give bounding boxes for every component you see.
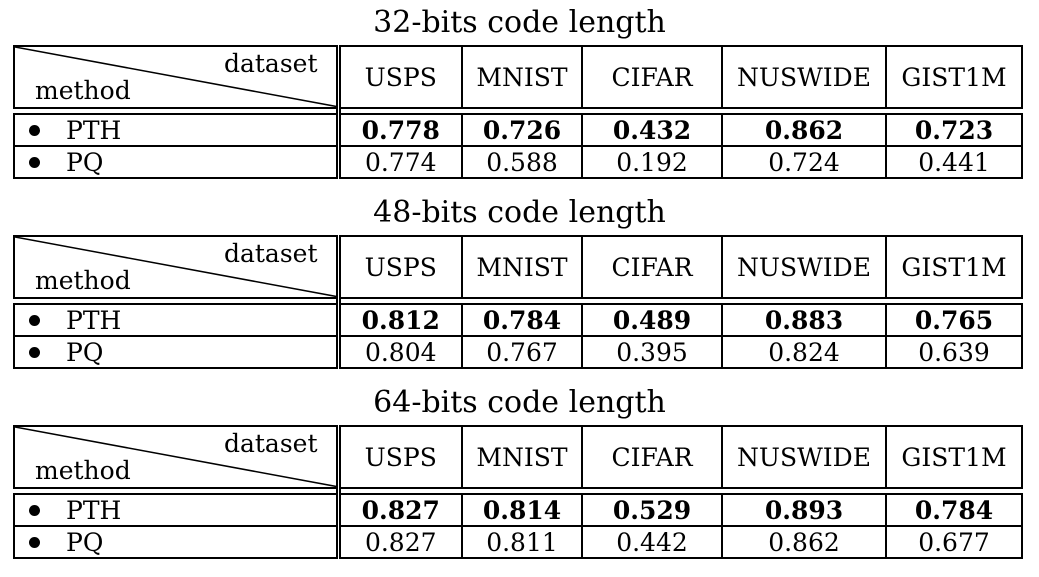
value-cell: 0.432 [581, 113, 723, 147]
header-row: dataset method USPS MNIST CIFAR NUSWIDE … [13, 235, 1023, 299]
dataset-label: dataset [223, 239, 318, 268]
dataset-label: dataset [223, 49, 318, 78]
value-cell: 0.784 [885, 493, 1023, 527]
bullet-icon [29, 314, 40, 326]
value-cell: 0.529 [581, 493, 723, 527]
column-header: NUSWIDE [721, 425, 887, 489]
method-label: method [35, 266, 131, 295]
value-cell: 0.812 [337, 303, 463, 337]
table-row: PTH 0.778 0.726 0.432 0.862 0.723 [13, 113, 1023, 147]
value-cell: 0.784 [461, 303, 583, 337]
corner-cell: dataset method [13, 235, 341, 299]
value-cell: 0.778 [337, 113, 463, 147]
value-cell: 0.774 [337, 145, 463, 179]
column-header: GIST1M [885, 425, 1023, 489]
section-title-32: 32-bits code length [373, 5, 666, 40]
value-cell: 0.726 [461, 113, 583, 147]
value-cell: 0.824 [721, 335, 887, 369]
method-cell: PQ [13, 525, 341, 559]
value-cell: 0.814 [461, 493, 583, 527]
method-cell: PQ [13, 335, 341, 369]
value-cell: 0.639 [885, 335, 1023, 369]
method-cell: PTH [13, 113, 341, 147]
table-row: PTH 0.827 0.814 0.529 0.893 0.784 [13, 493, 1023, 527]
value-cell: 0.724 [721, 145, 887, 179]
method-cell: PTH [13, 493, 341, 527]
column-header: USPS [337, 235, 463, 299]
value-cell: 0.723 [885, 113, 1023, 147]
value-cell: 0.441 [885, 145, 1023, 179]
value-cell: 0.192 [581, 145, 723, 179]
value-cell: 0.442 [581, 525, 723, 559]
column-header: CIFAR [581, 425, 723, 489]
method-cell: PTH [13, 303, 341, 337]
method-cell: PQ [13, 145, 341, 179]
results-table-48: dataset method USPS MNIST CIFAR NUSWIDE … [13, 235, 1023, 369]
bullet-icon [29, 346, 40, 358]
value-cell: 0.827 [337, 525, 463, 559]
header-row: dataset method USPS MNIST CIFAR NUSWIDE … [13, 45, 1023, 109]
value-cell: 0.804 [337, 335, 463, 369]
column-header: GIST1M [885, 235, 1023, 299]
section-title-64: 64-bits code length [373, 385, 666, 420]
dataset-label: dataset [223, 429, 318, 458]
table-row: PQ 0.774 0.588 0.192 0.724 0.441 [13, 145, 1023, 179]
value-cell: 0.893 [721, 493, 887, 527]
bullet-icon [29, 504, 40, 516]
diagonal-line [15, 237, 336, 297]
column-header: CIFAR [581, 235, 723, 299]
column-header: CIFAR [581, 45, 723, 109]
bullet-icon [29, 124, 40, 136]
section-title-48: 48-bits code length [373, 195, 666, 230]
value-cell: 0.862 [721, 113, 887, 147]
value-cell: 0.677 [885, 525, 1023, 559]
value-cell: 0.827 [337, 493, 463, 527]
method-label: method [35, 76, 131, 105]
column-header: GIST1M [885, 45, 1023, 109]
table-row: PQ 0.804 0.767 0.395 0.824 0.639 [13, 335, 1023, 369]
column-header: MNIST [461, 425, 583, 489]
results-table-32: dataset method USPS MNIST CIFAR NUSWIDE … [13, 45, 1023, 179]
value-cell: 0.395 [581, 335, 723, 369]
bullet-icon [29, 156, 40, 168]
value-cell: 0.489 [581, 303, 723, 337]
value-cell: 0.883 [721, 303, 887, 337]
column-header: USPS [337, 45, 463, 109]
diagonal-line [15, 47, 336, 107]
table-row: PTH 0.812 0.784 0.489 0.883 0.765 [13, 303, 1023, 337]
results-table-64: dataset method USPS MNIST CIFAR NUSWIDE … [13, 425, 1023, 559]
value-cell: 0.862 [721, 525, 887, 559]
column-header: MNIST [461, 45, 583, 109]
column-header: MNIST [461, 235, 583, 299]
corner-cell: dataset method [13, 425, 341, 489]
column-header: NUSWIDE [721, 45, 887, 109]
method-label: method [35, 456, 131, 485]
value-cell: 0.765 [885, 303, 1023, 337]
diagonal-line [15, 427, 336, 487]
header-row: dataset method USPS MNIST CIFAR NUSWIDE … [13, 425, 1023, 489]
value-cell: 0.811 [461, 525, 583, 559]
table-row: PQ 0.827 0.811 0.442 0.862 0.677 [13, 525, 1023, 559]
value-cell: 0.588 [461, 145, 583, 179]
value-cell: 0.767 [461, 335, 583, 369]
bullet-icon [29, 536, 40, 548]
column-header: USPS [337, 425, 463, 489]
column-header: NUSWIDE [721, 235, 887, 299]
corner-cell: dataset method [13, 45, 341, 109]
